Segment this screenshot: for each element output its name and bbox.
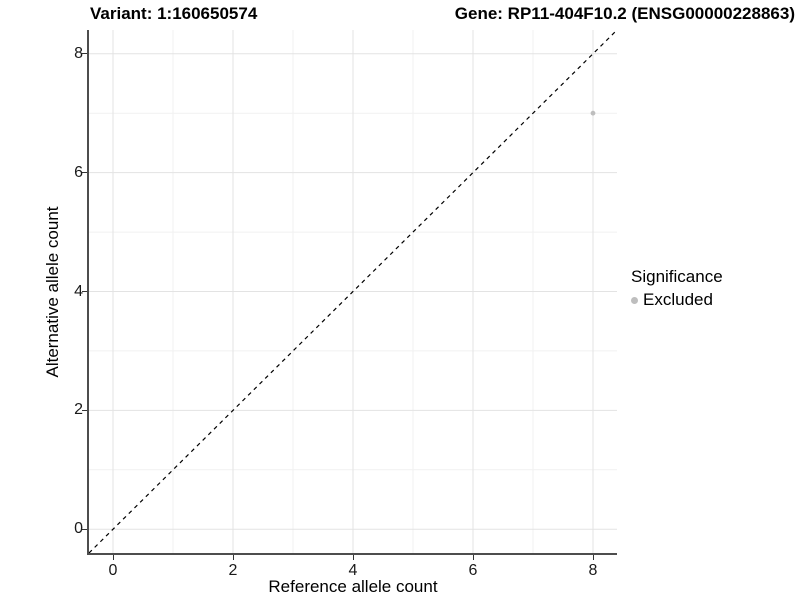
legend: Significance Excluded [631, 267, 723, 310]
y-tick-mark [82, 528, 87, 530]
legend-key-dot-icon [631, 296, 638, 304]
y-axis-title: Alternative allele count [43, 206, 62, 378]
x-axis-title: Reference allele count [268, 577, 438, 596]
y-tick-label: 2 [74, 401, 83, 419]
x-tick-label: 8 [588, 562, 598, 579]
y-tick-mark [82, 53, 87, 55]
x-tick-label: 6 [468, 562, 478, 579]
identity-dashed-line [89, 30, 617, 553]
legend-item-excluded: Excluded [631, 290, 723, 310]
plot-panel [87, 30, 617, 555]
x-tick-mark [472, 555, 474, 560]
x-tick-label: 4 [348, 562, 358, 579]
x-tick-label: 2 [228, 562, 238, 579]
y-tick-mark [82, 172, 87, 174]
data-point [590, 110, 596, 116]
y-tick-label: 0 [74, 520, 83, 538]
x-tick-mark [352, 555, 354, 560]
y-tick-mark [82, 291, 87, 292]
scatter-plot-svg [89, 30, 617, 553]
legend-title: Significance [631, 267, 723, 286]
x-tick-mark [592, 555, 594, 560]
y-tick-mark [82, 409, 87, 411]
x-tick-mark [112, 555, 114, 560]
gene-title: Gene: RP11-404F10.2 (ENSG00000228863) [454, 4, 795, 23]
y-tick-label: 8 [74, 44, 83, 62]
legend-item-label: Excluded [643, 290, 713, 309]
x-tick-mark [232, 555, 234, 560]
variant-title: Variant: 1:160650574 [90, 4, 258, 23]
y-tick-label: 6 [74, 163, 83, 181]
x-tick-label: 0 [108, 562, 118, 579]
y-tick-label: 4 [74, 282, 83, 300]
